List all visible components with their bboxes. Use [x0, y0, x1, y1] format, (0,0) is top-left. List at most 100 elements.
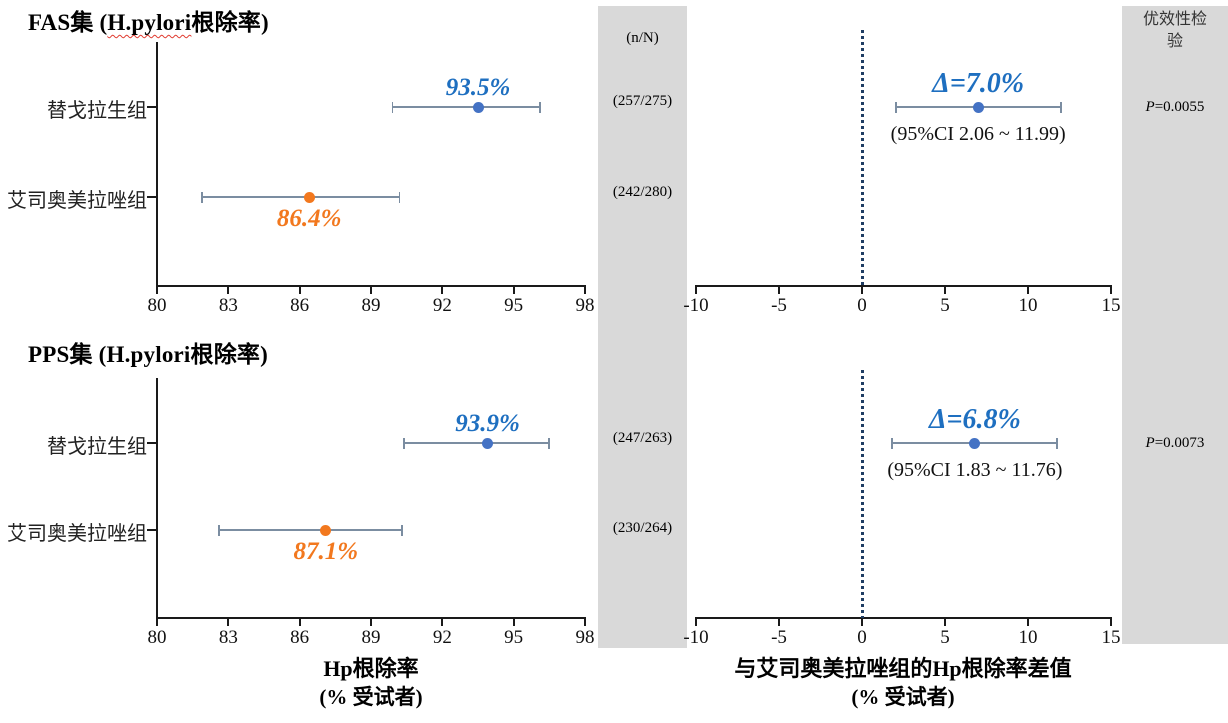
right-x-tick-label-FAS--5: -5 — [771, 295, 787, 316]
ci-PPS-esomeprazole-line — [218, 529, 402, 531]
left-x-tick-label-FAS-83: 83 — [218, 295, 238, 316]
right-x-tick-label-PPS-0: 0 — [857, 627, 867, 648]
section-title-pps-prefix: PPS集 (H.pylori — [28, 342, 191, 367]
left-y-row-tick-PPS-1 — [147, 528, 157, 532]
left-x-tick-label-PPS-92: 92 — [432, 627, 452, 648]
p-symbol-pps: P — [1145, 435, 1155, 451]
superiority-test-header: 优效性检 验 — [1122, 9, 1228, 53]
left-x-tick-FAS-86 — [298, 287, 301, 295]
delta-label-FAS: Δ=7.0% — [932, 68, 1025, 99]
zero-reference-line-FAS — [860, 30, 864, 286]
ci-PPS-tegoprazan-cap-left — [403, 437, 406, 449]
ci-text-FAS: (95%CI 2.06 ~ 11.99) — [890, 123, 1066, 145]
left-x-tick-FAS-80 — [156, 287, 158, 295]
ci-diff-PPS-cap-left — [891, 437, 894, 449]
left-xaxis-title-line1: Hp根除率 — [323, 656, 419, 681]
p-value-pps: P=0.0073 — [1122, 432, 1228, 454]
left-x-tick-PPS-98 — [584, 619, 586, 627]
data-point-PPS-tegoprazan — [482, 437, 493, 449]
right-x-tick-label-FAS-0: 0 — [857, 295, 867, 316]
ci-diff-FAS-cap-left — [895, 101, 898, 113]
p-symbol-fas: P — [1145, 99, 1155, 115]
n-over-N-value-pps-tegoprazan: (247/263) — [612, 430, 673, 446]
right-x-tick-label-FAS-10: 10 — [1018, 295, 1038, 316]
left-x-tick-label-FAS-86: 86 — [290, 295, 310, 316]
section-title-fas: FAS集 (H.pylori根除率) — [28, 3, 269, 37]
value-label-PPS-tegoprazan: 93.9% — [455, 410, 520, 437]
zero-reference-line-PPS — [860, 370, 864, 618]
section-title-fas-spellcheck-underline: H.pylori — [107, 10, 192, 35]
superiority-test-header-line1: 优效性检 — [1142, 11, 1207, 28]
left-x-tick-PPS-83 — [227, 619, 230, 627]
right-x-tick-label-FAS-5: 5 — [940, 295, 950, 316]
right-x-tick-label-PPS--5: -5 — [771, 627, 787, 648]
group-label-esomeprazole-pps: 艾司奥美拉唑组 — [7, 523, 147, 545]
right-xaxis-title: 与艾司奥美拉唑组的Hp根除率差值 (% 受试者) — [683, 655, 1123, 711]
left-x-tick-FAS-98 — [584, 287, 586, 295]
section-title-fas-suffix: 根除率) — [191, 10, 269, 35]
left-x-tick-label-FAS-98: 98 — [575, 295, 595, 316]
ci-FAS-esomeprazole-cap-left — [201, 191, 204, 203]
right-x-tick-FAS--10 — [695, 287, 697, 295]
superiority-test-header-line2: 验 — [1166, 33, 1183, 50]
left-x-tick-label-PPS-80: 80 — [147, 627, 167, 648]
n-over-N-header: (n/N) — [626, 30, 659, 46]
n-over-N-value-fas-esomeprazole: (242/280) — [612, 184, 673, 200]
left-x-tick-label-FAS-89: 89 — [361, 295, 381, 316]
group-label-tegoprazan-pps: 替戈拉生组 — [47, 436, 147, 458]
n-over-N-column-background — [598, 6, 687, 648]
left-y-row-tick-FAS-1 — [147, 195, 157, 199]
value-label-FAS-tegoprazan: 93.5% — [445, 74, 511, 101]
right-x-tick-label-PPS-5: 5 — [940, 627, 950, 648]
section-title-pps-suffix: 根除率) — [190, 342, 268, 367]
data-point-diff-PPS — [969, 437, 981, 449]
data-point-diff-FAS — [972, 101, 984, 113]
left-x-tick-PPS-95 — [512, 619, 515, 627]
left-x-tick-PPS-89 — [370, 619, 372, 627]
n-over-N-value-fas-tegoprazan: (257/275) — [612, 93, 673, 109]
p-number-fas: =0.0055 — [1154, 99, 1205, 115]
left-x-tick-PPS-80 — [156, 619, 158, 627]
right-x-tick-label-PPS-10: 10 — [1018, 627, 1038, 648]
value-label-PPS-esomeprazole: 87.1% — [293, 538, 359, 565]
right-xaxis-title-line2: (% 受试者) — [851, 685, 955, 709]
right-x-tick-PPS-0 — [861, 619, 863, 627]
ci-PPS-esomeprazole-cap-left — [217, 524, 220, 536]
ci-FAS-tegoprazan-line — [392, 106, 540, 108]
right-x-tick-PPS-15 — [1110, 619, 1112, 627]
ci-FAS-tegoprazan-cap-right — [538, 101, 541, 113]
section-title-pps: PPS集 (H.pylori根除率) — [28, 335, 268, 369]
left-xaxis-title-line2: (% 受试者) — [319, 685, 423, 709]
left-x-tick-PPS-92 — [441, 619, 444, 627]
p-value-fas: P=0.0055 — [1122, 96, 1228, 118]
right-x-axis-PPS — [695, 617, 1113, 620]
left-xaxis-title: Hp根除率 (% 受试者) — [221, 655, 521, 711]
ci-PPS-tegoprazan-line — [404, 442, 550, 444]
left-x-tick-FAS-95 — [512, 287, 515, 295]
data-point-FAS-tegoprazan — [472, 101, 484, 113]
right-x-tick-FAS-15 — [1110, 287, 1112, 295]
n-over-N-value-pps-esomeprazole: (230/264) — [612, 520, 673, 536]
ci-diff-FAS-cap-right — [1060, 101, 1062, 113]
left-y-row-tick-FAS-0 — [147, 105, 157, 109]
right-x-tick-FAS-5 — [944, 287, 946, 295]
superiority-test-column-background — [1122, 6, 1228, 644]
right-x-tick-PPS--5 — [778, 619, 780, 627]
ci-FAS-esomeprazole-line — [202, 196, 400, 198]
right-x-tick-FAS-0 — [861, 287, 863, 295]
left-x-axis-FAS — [156, 285, 587, 288]
ci-FAS-esomeprazole-cap-right — [398, 191, 401, 203]
left-x-tick-label-PPS-83: 83 — [218, 627, 238, 648]
left-y-axis-FAS — [156, 42, 159, 286]
group-label-esomeprazole-fas: 艾司奥美拉唑组 — [7, 190, 147, 212]
right-xaxis-title-line1: 与艾司奥美拉唑组的Hp根除率差值 — [734, 656, 1072, 681]
left-x-tick-label-FAS-92: 92 — [432, 295, 452, 316]
ci-FAS-tegoprazan-cap-left — [391, 101, 394, 113]
left-y-axis-PPS — [156, 378, 159, 618]
left-x-tick-FAS-83 — [227, 287, 230, 295]
ci-text-PPS: (95%CI 1.83 ~ 11.76) — [887, 459, 1063, 481]
right-x-tick-PPS--10 — [695, 619, 697, 627]
right-x-tick-label-PPS-15: 15 — [1101, 627, 1121, 648]
right-x-tick-FAS--5 — [778, 287, 780, 295]
